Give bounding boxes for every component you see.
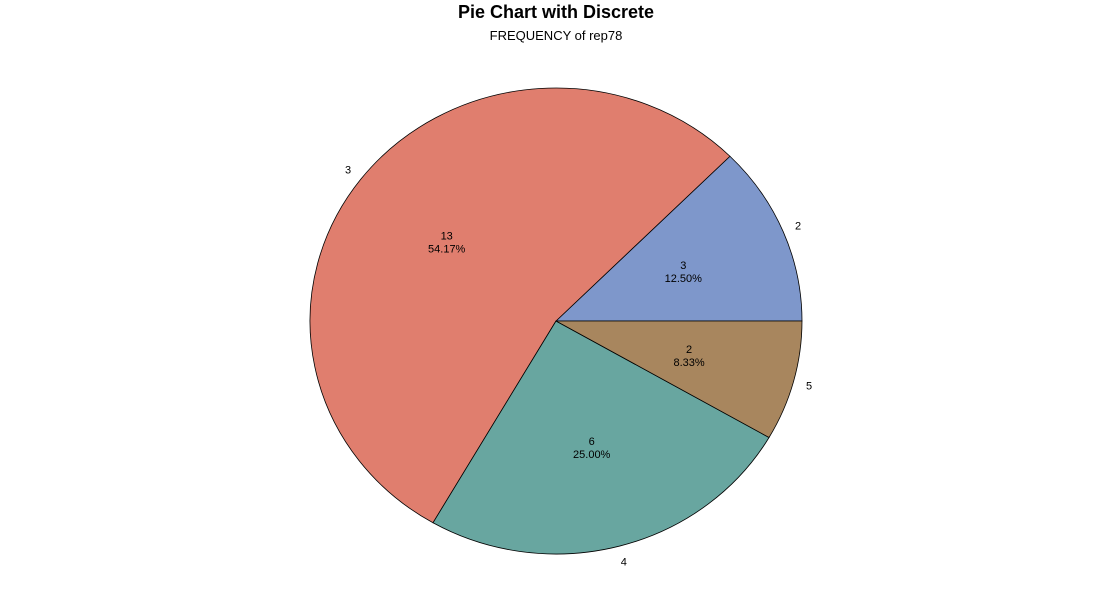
chart-subtitle: FREQUENCY of rep78 xyxy=(489,28,623,43)
slice-category-label-5: 5 xyxy=(806,380,812,392)
slice-category-label-2: 2 xyxy=(795,221,801,233)
slice-category-label-3: 3 xyxy=(345,164,351,176)
slice-value-label-4: 6 xyxy=(589,436,595,448)
pie-slice-2 xyxy=(554,155,803,322)
slice-percent-label-5: 8.33% xyxy=(673,357,704,369)
chart-title: Pie Chart with Discrete xyxy=(457,2,655,22)
pie-slice-5 xyxy=(555,320,803,439)
slice-percent-label-4: 25.00% xyxy=(573,449,611,461)
slice-value-label-5: 2 xyxy=(686,344,692,356)
slice-value-label-3: 13 xyxy=(441,231,453,243)
slice-percent-label-2: 12.50% xyxy=(665,273,703,285)
slice-percent-label-3: 54.17% xyxy=(428,244,466,256)
pie-slices xyxy=(309,87,803,555)
pie-slice-4 xyxy=(432,320,770,555)
pie-slice-3 xyxy=(309,87,731,524)
slice-value-label-2: 3 xyxy=(680,260,686,272)
slice-category-label-4: 4 xyxy=(621,557,627,569)
